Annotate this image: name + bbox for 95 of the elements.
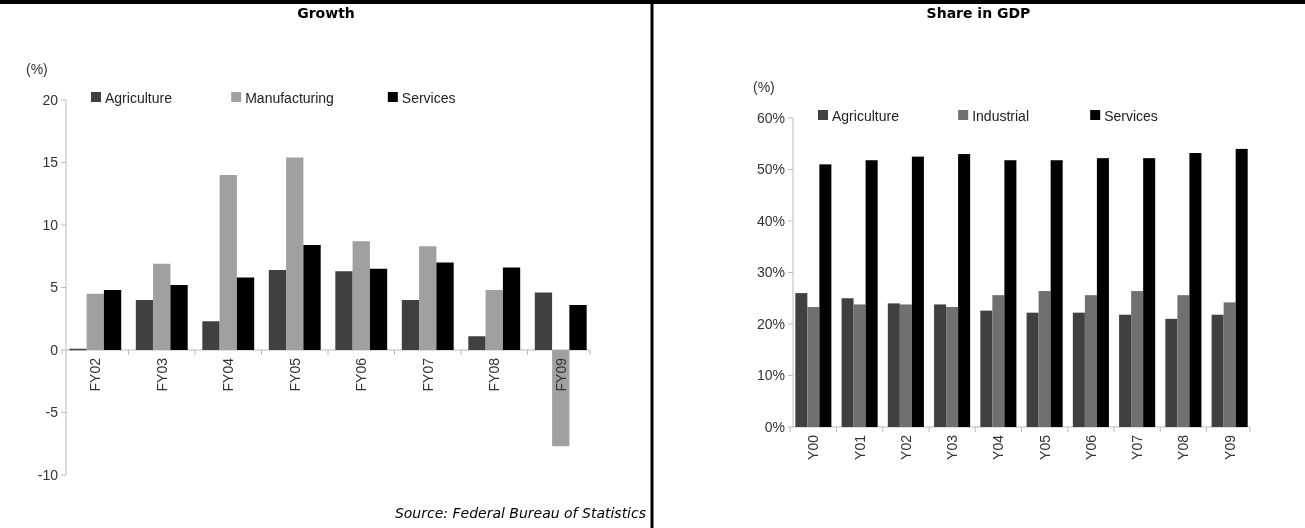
legend-label: Industrial	[972, 107, 1030, 124]
y-tick-label: 5	[50, 279, 59, 296]
bar	[1165, 318, 1178, 427]
bar	[946, 307, 959, 427]
bar	[1177, 295, 1190, 427]
x-tick-label: Y07	[1129, 434, 1146, 460]
bar	[103, 290, 122, 350]
x-tick-label: FY03	[153, 357, 170, 392]
y-axis-title: (%)	[753, 79, 775, 95]
bar	[1119, 314, 1132, 427]
bar	[934, 304, 947, 427]
x-tick-label: Y01	[851, 434, 868, 460]
bar	[911, 156, 924, 427]
bar	[534, 292, 553, 350]
bar	[468, 336, 486, 350]
bar	[841, 298, 854, 427]
bar	[899, 304, 912, 427]
bar	[419, 246, 437, 350]
y-tick-label: 20	[42, 91, 59, 108]
y-tick-label: 10%	[756, 367, 785, 384]
bar	[369, 268, 388, 350]
bar	[352, 241, 370, 350]
legend-label: Services	[1104, 107, 1158, 124]
bar	[202, 321, 220, 350]
legend-label: Agriculture	[832, 107, 900, 124]
bar	[887, 303, 900, 427]
x-tick-label: Y04	[990, 434, 1007, 460]
bar	[1211, 314, 1224, 427]
x-tick-label: Y02	[897, 434, 914, 460]
bar	[236, 277, 255, 350]
bar	[1038, 291, 1051, 427]
bar	[819, 164, 832, 427]
bar	[1084, 295, 1097, 427]
bar	[219, 175, 237, 350]
bar	[1235, 148, 1248, 427]
bar	[268, 270, 287, 350]
x-tick-label: FY06	[353, 357, 370, 392]
x-tick-label: FY02	[87, 357, 104, 392]
bar	[1223, 302, 1236, 427]
bar	[436, 262, 454, 350]
y-tick-label: 10	[42, 216, 59, 233]
y-tick-label: -5	[45, 404, 59, 421]
x-tick-label: Y00	[805, 434, 822, 460]
bar	[286, 157, 304, 350]
y-tick-label: 0	[50, 341, 59, 358]
y-tick-label: 40%	[756, 212, 785, 229]
bar	[865, 160, 878, 427]
bar	[1096, 158, 1109, 427]
legend-label: Manufacturing	[245, 89, 334, 106]
y-axis-title: (%)	[26, 61, 48, 77]
chart-title: Share in GDP	[926, 5, 1031, 21]
bar	[795, 293, 808, 427]
chart-title: Growth	[297, 5, 355, 21]
bar	[485, 290, 503, 350]
y-tick-label: 0%	[764, 418, 785, 435]
x-tick-label: FY04	[220, 357, 237, 392]
bar	[1072, 312, 1085, 427]
y-tick-label: 20%	[756, 315, 785, 332]
bar	[401, 300, 420, 350]
y-tick-label: -10	[37, 466, 59, 483]
legend-label: Services	[401, 89, 456, 106]
x-tick-label: Y06	[1082, 434, 1099, 460]
x-tick-label: Y03	[944, 434, 961, 460]
bar	[303, 245, 321, 350]
bar	[569, 305, 587, 350]
bar	[502, 267, 521, 350]
x-tick-label: FY08	[486, 357, 503, 392]
bar	[86, 293, 104, 350]
x-tick-label: FY09	[552, 357, 569, 392]
x-tick-label: Y09	[1221, 434, 1238, 460]
bar	[335, 271, 353, 350]
y-tick-label: 50%	[756, 161, 785, 178]
bar	[958, 154, 971, 427]
source-note: Source: Federal Bureau of Statistics	[394, 505, 646, 521]
x-tick-label: Y08	[1175, 434, 1192, 460]
bar	[1131, 291, 1144, 427]
bar	[1189, 153, 1202, 427]
bar	[135, 300, 154, 350]
x-tick-label: Y05	[1036, 434, 1053, 460]
x-tick-label: FY05	[286, 357, 303, 392]
y-tick-label: 60%	[756, 109, 785, 126]
x-tick-label: FY07	[419, 357, 436, 392]
bar	[807, 307, 820, 427]
bar	[980, 310, 993, 427]
bar	[1026, 312, 1039, 427]
bar	[1004, 160, 1017, 427]
legend-label: Agriculture	[105, 89, 173, 106]
bar	[1143, 158, 1156, 427]
y-tick-label: 30%	[756, 264, 785, 281]
bar	[170, 285, 188, 350]
bar	[853, 304, 866, 427]
bar	[1050, 160, 1063, 427]
y-tick-label: 15	[42, 154, 59, 171]
bar	[153, 263, 171, 350]
bar	[992, 295, 1005, 427]
